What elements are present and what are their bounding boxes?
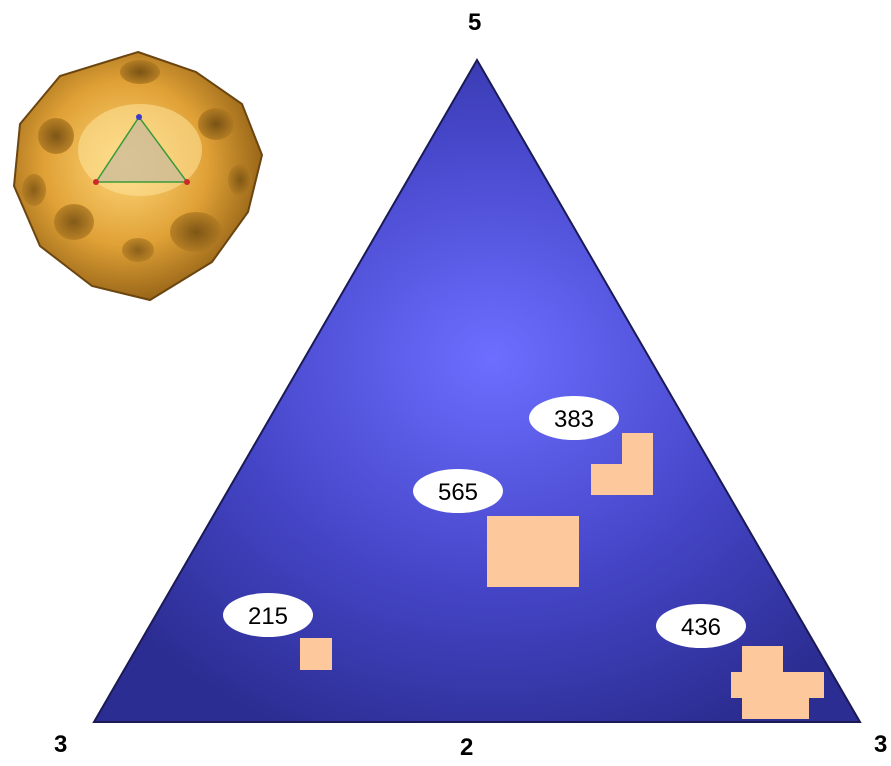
patch-436 bbox=[731, 646, 824, 719]
count-label-383: 383 bbox=[529, 396, 619, 440]
virus-capsid-icon bbox=[12, 50, 264, 302]
count-label-565: 565 bbox=[413, 469, 503, 513]
count-label-436: 436 bbox=[656, 604, 746, 648]
patch-383 bbox=[591, 433, 653, 495]
patch-565 bbox=[487, 516, 579, 587]
svg-text:383: 383 bbox=[554, 406, 594, 433]
svg-text:215: 215 bbox=[248, 603, 288, 630]
vertex-label-twofold: 2 bbox=[460, 734, 474, 761]
asymmetric-unit-triangle bbox=[92, 58, 862, 723]
patch-215 bbox=[300, 638, 332, 670]
svg-text:436: 436 bbox=[681, 614, 721, 641]
count-label-215: 215 bbox=[223, 593, 313, 637]
vertex-label-threefold-left: 3 bbox=[54, 731, 68, 758]
svg-text:565: 565 bbox=[438, 479, 478, 506]
asymmetric-unit-marker bbox=[93, 114, 190, 185]
vertex-label-threefold-right: 3 bbox=[874, 731, 888, 758]
vertex-label-fivefold: 5 bbox=[468, 9, 482, 36]
